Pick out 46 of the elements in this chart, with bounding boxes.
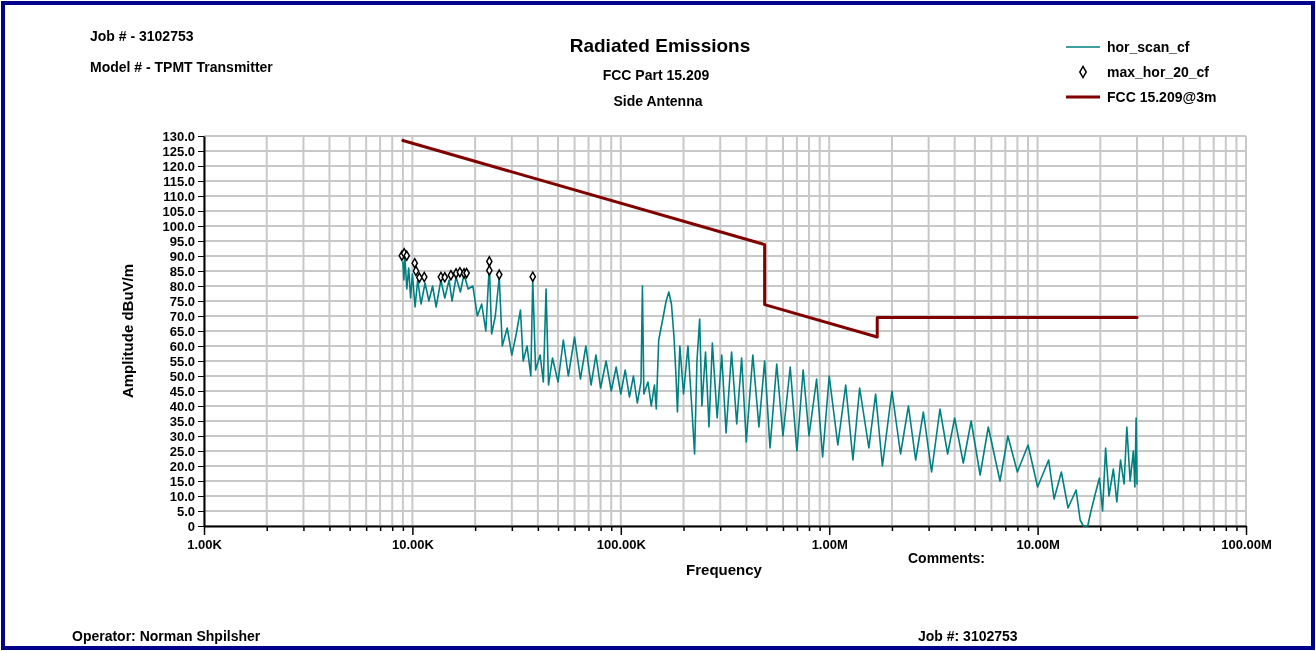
y-tick-label: 55.0	[169, 353, 195, 369]
y-tick-label: 125.0	[162, 143, 195, 159]
y-tick-label: 85.0	[169, 263, 195, 279]
y-tick-label: 115.0	[163, 173, 195, 189]
x-tick-label: 10.00K	[391, 537, 435, 553]
x-tick-label: 1.00K	[187, 537, 223, 553]
y-tick-label: 5.0	[176, 503, 195, 519]
x-tick-label: 100.00K	[596, 537, 647, 553]
y-tick-label: 65.0	[169, 323, 195, 339]
text: Model # - TPMT Transmitter	[90, 59, 274, 75]
text: Job #: 3102753	[918, 628, 1018, 644]
y-tick-label: 25.0	[169, 443, 195, 459]
text: Operator: Norman Shpilsher	[72, 628, 261, 644]
y-tick-label: 95.0	[169, 233, 195, 249]
y-tick-label: 15.0	[169, 473, 195, 489]
y-tick-label: 45.0	[169, 383, 195, 399]
x-tick-label: 10.00M	[1016, 537, 1060, 553]
x-tick-label: 1.00M	[811, 537, 848, 553]
y-tick-label: 50.0	[169, 368, 195, 384]
y-tick-label: 0	[187, 518, 195, 534]
y-tick-label: 105.0	[162, 203, 195, 219]
chart-title: Radiated Emissions	[569, 35, 751, 56]
text: Job # - 3102753	[90, 28, 194, 44]
chart-subtitle: FCC Part 15.209	[602, 67, 710, 83]
y-tick-label: 100.0	[162, 218, 195, 234]
y-tick-label: 20.0	[169, 458, 195, 474]
y-tick-label: 30.0	[169, 428, 195, 444]
x-axis-title: Frequency	[686, 561, 763, 578]
y-tick-label: 35.0	[169, 413, 195, 429]
legend-label: hor_scan_cf	[1107, 39, 1190, 55]
y-tick-label: 75.0	[169, 293, 195, 309]
y-tick-label: 120.0	[162, 158, 195, 174]
y-tick-label: 80.0	[169, 278, 195, 294]
legend-label: FCC 15.209@3m	[1107, 89, 1217, 105]
y-tick-label: 60.0	[169, 338, 195, 354]
y-axis-title: Amplitude dBuV/m	[119, 263, 136, 399]
text: Comments:	[908, 550, 986, 566]
text: Side Antenna	[613, 93, 703, 109]
y-tick-label: 130.0	[162, 128, 195, 144]
y-tick-label: 70.0	[169, 308, 195, 324]
x-tick-label: 100.00M	[1221, 537, 1272, 553]
y-tick-label: 10.0	[169, 488, 195, 504]
y-tick-label: 90.0	[169, 248, 195, 264]
y-tick-label: 110.0	[163, 188, 195, 204]
legend-label: max_hor_20_cf	[1107, 64, 1210, 80]
y-tick-label: 40.0	[169, 398, 195, 414]
